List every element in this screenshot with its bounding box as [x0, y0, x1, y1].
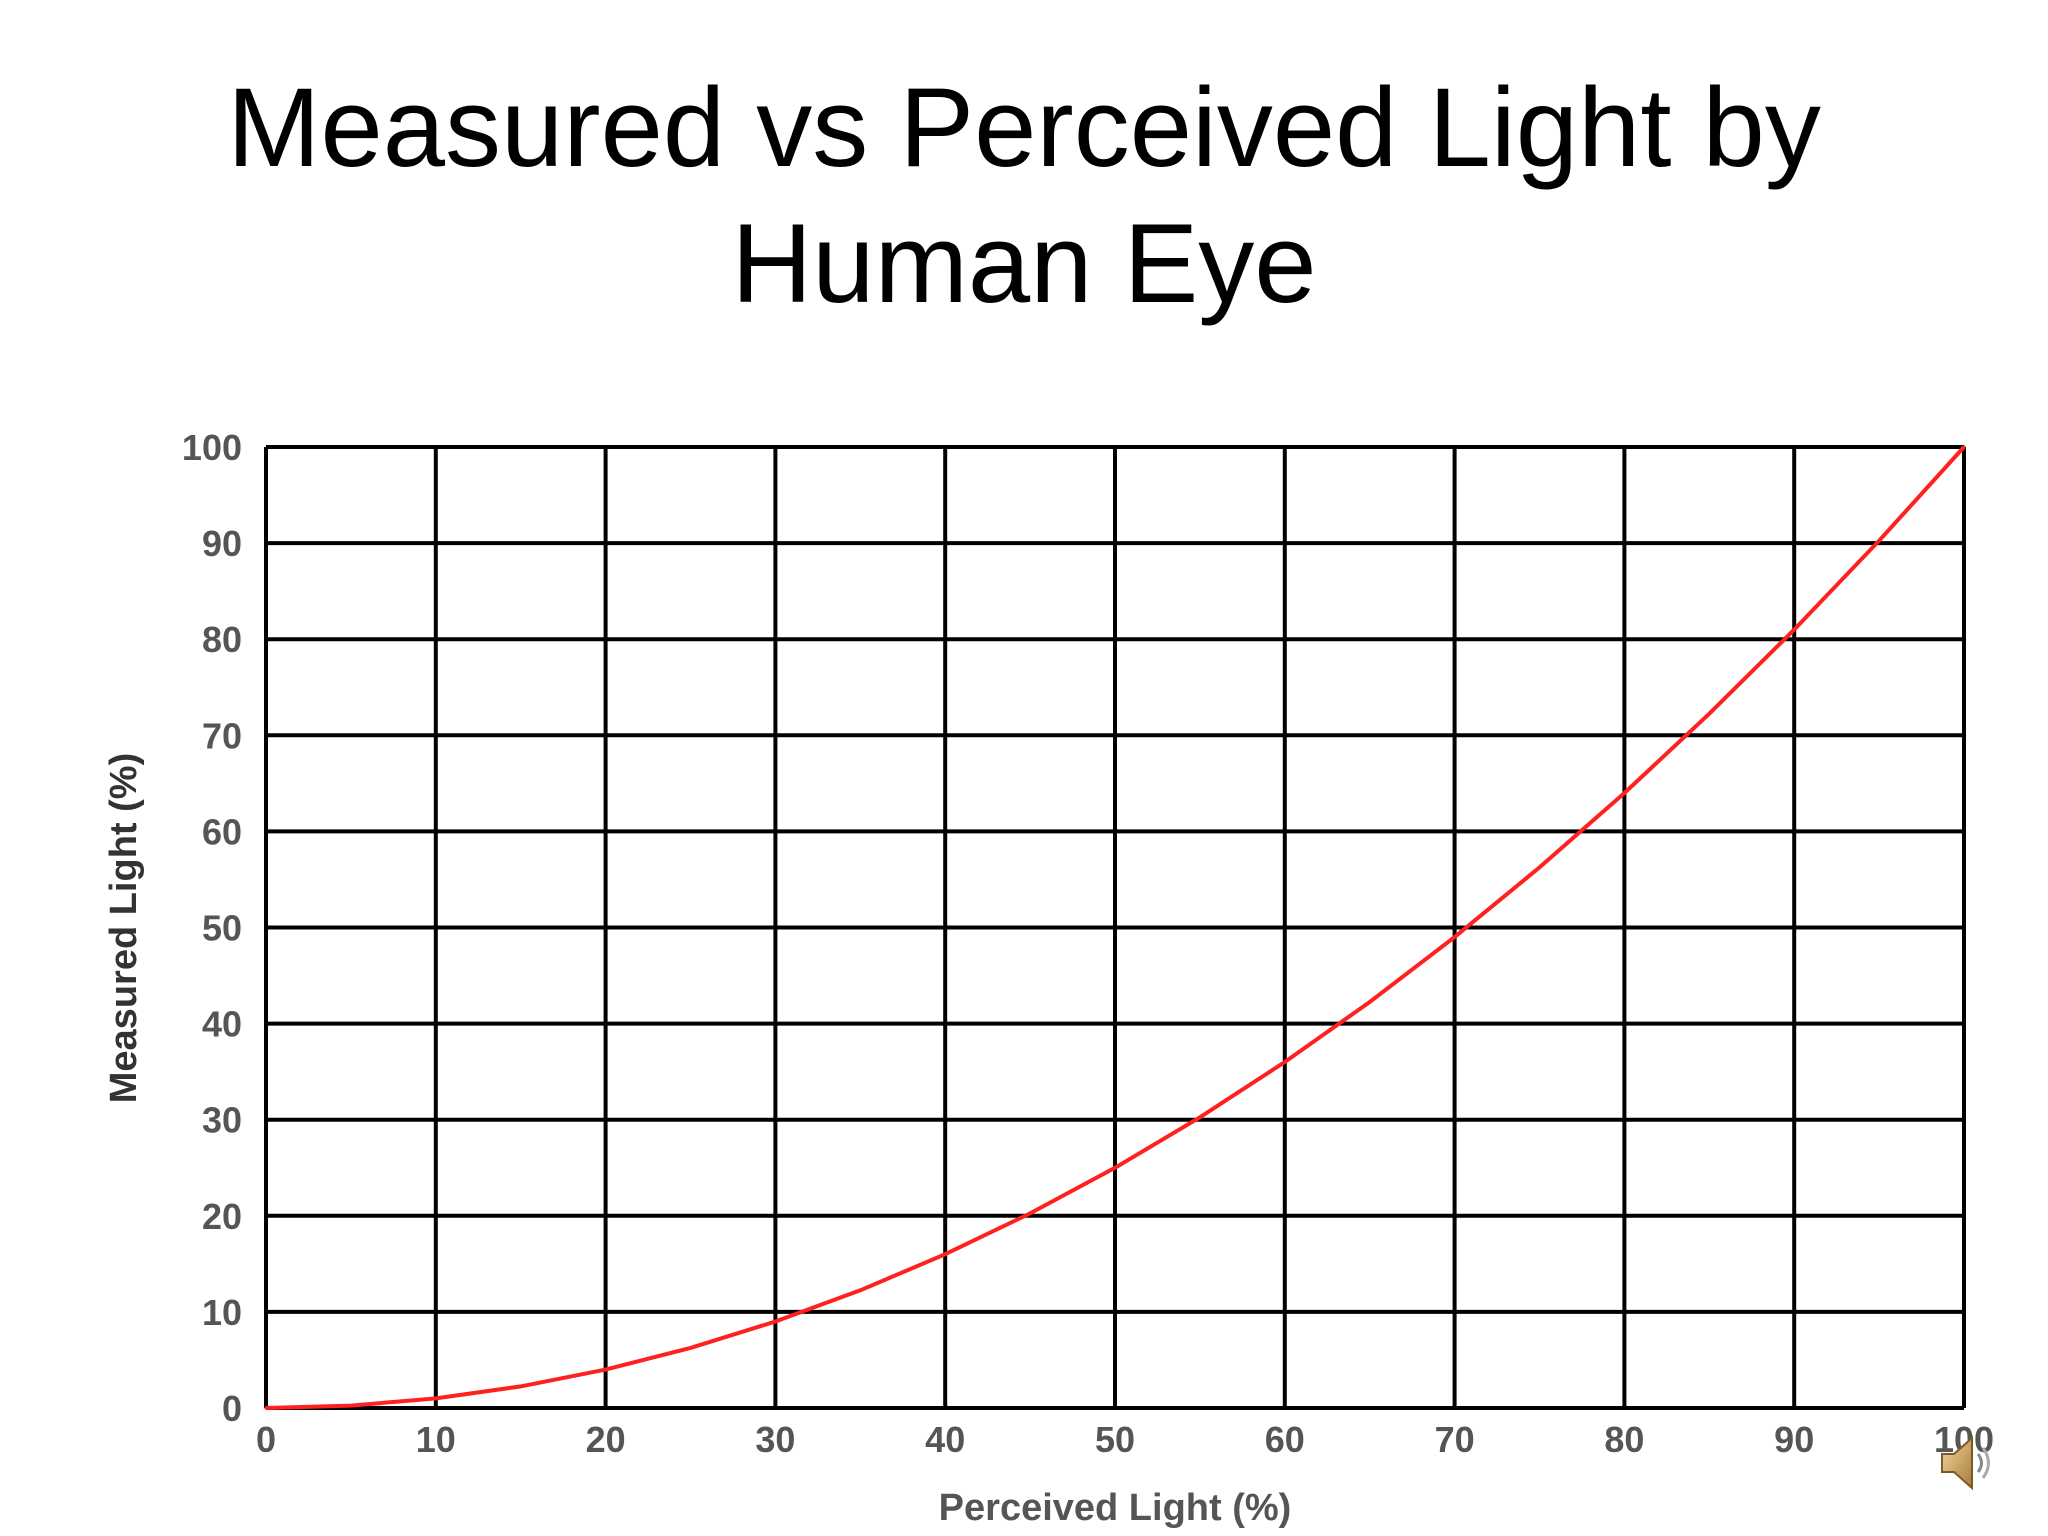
data-point — [1792, 628, 1796, 632]
y-tick-label: 70 — [202, 715, 242, 756]
page-title: Measured vs Perceived Light by Human Eye — [0, 60, 2048, 332]
x-tick-label: 20 — [586, 1419, 626, 1460]
chart-series — [264, 445, 1966, 1410]
data-point — [1622, 791, 1626, 795]
y-axis-label: Measured Light (%) — [103, 753, 145, 1103]
x-tick-label: 40 — [925, 1419, 965, 1460]
y-tick-label: 90 — [202, 523, 242, 564]
title-line-2: Human Eye — [731, 201, 1317, 326]
title-line-1: Measured vs Perceived Light by — [227, 65, 1821, 190]
y-tick-label: 20 — [202, 1196, 242, 1237]
data-point — [858, 1288, 862, 1292]
chart-grid — [264, 445, 1966, 1410]
y-tick-label: 0 — [222, 1388, 242, 1429]
speaker-icon[interactable] — [1938, 1432, 1996, 1494]
x-tick-label: 30 — [755, 1419, 795, 1460]
data-point — [943, 1252, 947, 1256]
data-point — [773, 1320, 777, 1324]
y-tick-labels: 0 10 20 30 40 50 60 70 80 90 100 — [182, 427, 242, 1429]
data-point — [1198, 1115, 1202, 1119]
x-tick-label: 50 — [1095, 1419, 1135, 1460]
x-tick-labels: 0 10 20 30 40 50 60 70 80 90 100 — [256, 1419, 1994, 1460]
data-point — [1962, 445, 1966, 449]
data-point — [689, 1346, 692, 1350]
y-tick-label: 50 — [202, 908, 242, 949]
data-point — [1877, 539, 1881, 543]
y-tick-label: 10 — [202, 1292, 242, 1333]
y-tick-label: 40 — [202, 1004, 242, 1045]
data-point — [1453, 935, 1457, 939]
x-tick-label: 80 — [1604, 1419, 1644, 1460]
data-point — [1707, 712, 1711, 716]
data-point — [264, 1406, 268, 1410]
x-axis-label: Perceived Light (%) — [939, 1487, 1292, 1529]
data-point — [1538, 865, 1541, 869]
data-point — [1028, 1211, 1032, 1215]
data-point — [1368, 1000, 1372, 1004]
x-tick-label: 70 — [1435, 1419, 1475, 1460]
y-tick-label: 100 — [182, 427, 242, 468]
y-tick-label: 30 — [202, 1100, 242, 1141]
data-point — [604, 1368, 608, 1372]
data-point — [1283, 1060, 1287, 1064]
x-tick-label: 90 — [1774, 1419, 1814, 1460]
x-tick-label: 60 — [1265, 1419, 1305, 1460]
data-point — [349, 1404, 353, 1408]
data-point — [519, 1384, 523, 1388]
x-tick-label: 10 — [416, 1419, 456, 1460]
x-tick-label: 0 — [256, 1419, 276, 1460]
data-point — [1113, 1166, 1117, 1170]
y-tick-label: 80 — [202, 619, 242, 660]
y-tick-label: 60 — [202, 811, 242, 852]
data-point — [434, 1396, 438, 1400]
